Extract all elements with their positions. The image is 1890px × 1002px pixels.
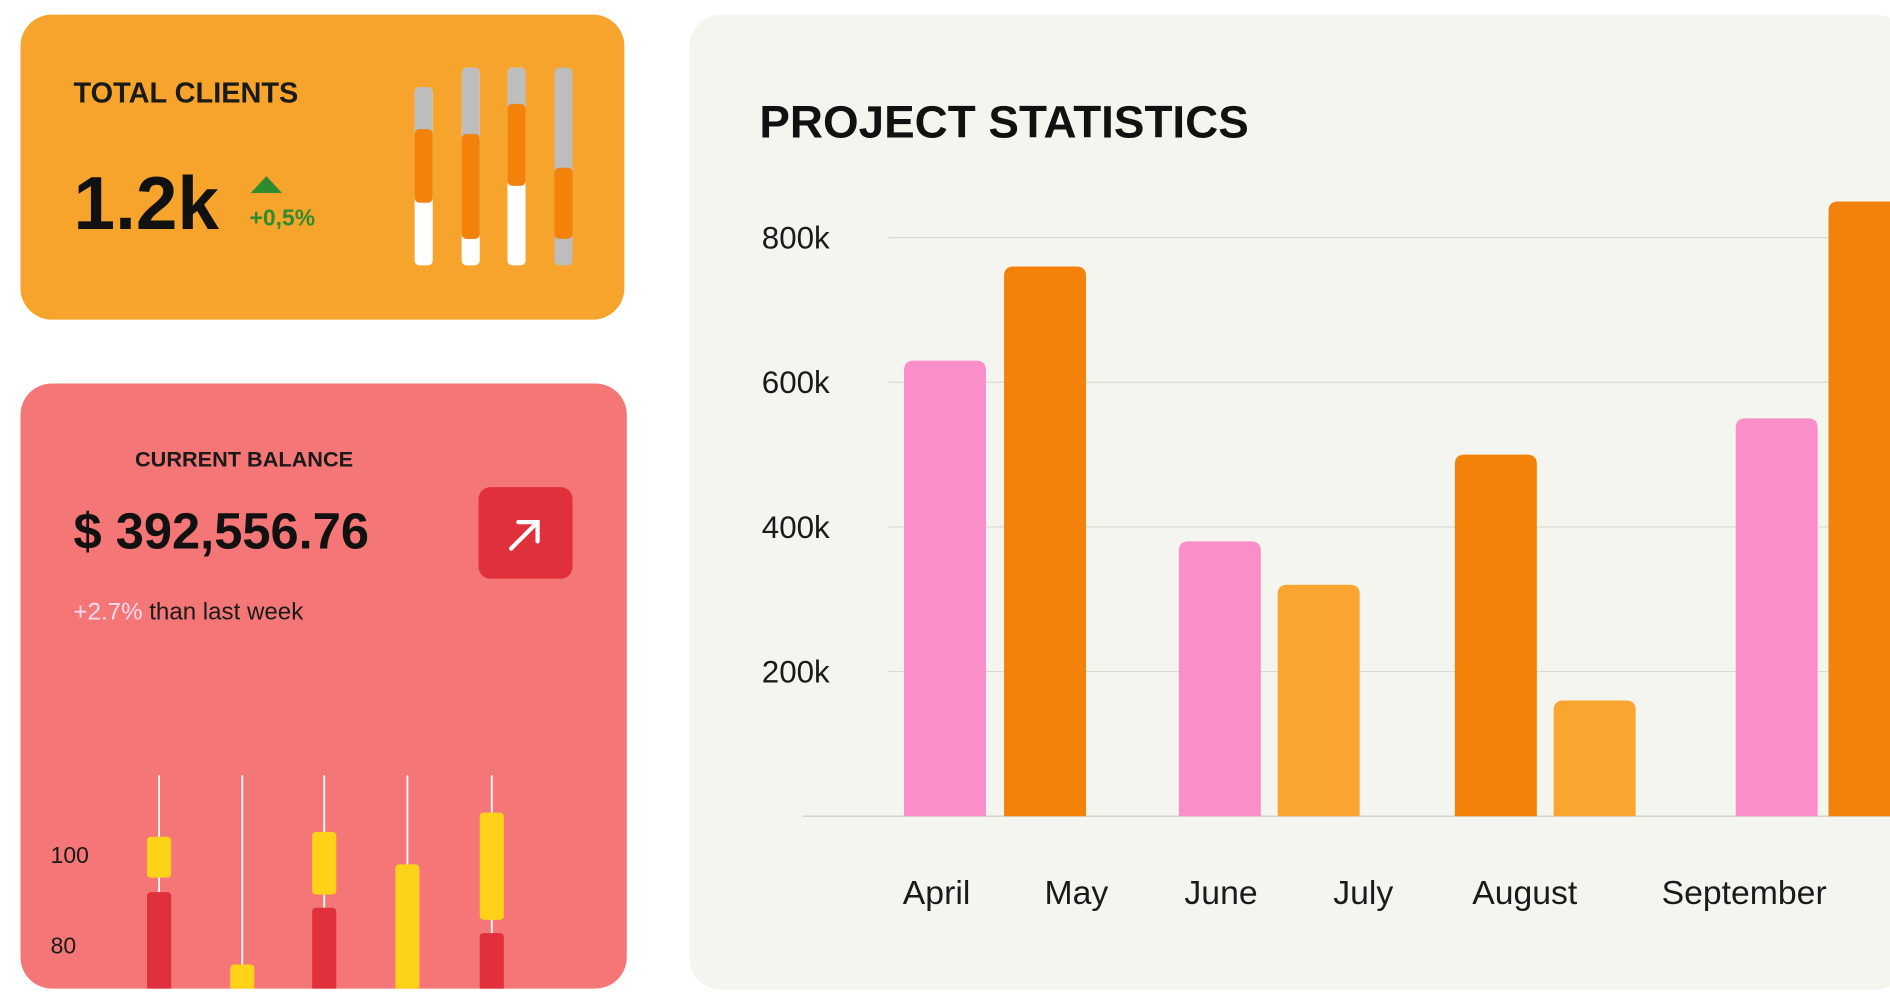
y-tick-label: 600k — [762, 365, 830, 400]
axis-label: 100 — [51, 842, 89, 868]
y-tick-label: 400k — [762, 510, 830, 545]
chart-title: PROJECT STATISTICS — [759, 97, 1248, 148]
x-tick-label: July — [1333, 874, 1393, 912]
y-tick-label: 800k — [762, 220, 830, 255]
x-tick-label: September — [1662, 874, 1827, 912]
balance-card — [20, 383, 627, 989]
bar — [1454, 454, 1537, 817]
mini-bars — [414, 67, 573, 266]
bar — [1277, 584, 1360, 817]
chart-card — [689, 14, 1890, 990]
bar — [1004, 266, 1087, 817]
bar — [1178, 541, 1261, 817]
card-title: CURRENT BALANCE — [135, 447, 353, 472]
change-value: +2.7% — [74, 599, 143, 626]
card-change: +0,5% — [250, 205, 316, 231]
axis-label: 80 — [51, 933, 76, 959]
plot: 200k 400k 600k 800k April May June July August Se… — [762, 201, 1890, 912]
bar — [1828, 201, 1890, 817]
change-text: than last week — [149, 599, 304, 626]
bar — [1735, 418, 1818, 817]
mini-candles — [147, 775, 504, 989]
bar — [904, 360, 986, 817]
x-tick-label: August — [1472, 874, 1578, 912]
x-tick-label: June — [1184, 874, 1257, 912]
bar — [1553, 700, 1636, 817]
y-tick-label: 200k — [762, 654, 830, 689]
arrow-icon — [508, 519, 540, 551]
x-tick-label: April — [903, 874, 971, 912]
x-tick-label: May — [1045, 874, 1109, 912]
balance-change: +2.7% than last week — [74, 599, 305, 626]
balance-amount: $ 392,556.76 — [74, 503, 370, 560]
up-arrow — [250, 176, 283, 194]
card-value: 1.2k — [74, 161, 220, 245]
card-title: TOTAL CLIENTS — [74, 78, 299, 110]
